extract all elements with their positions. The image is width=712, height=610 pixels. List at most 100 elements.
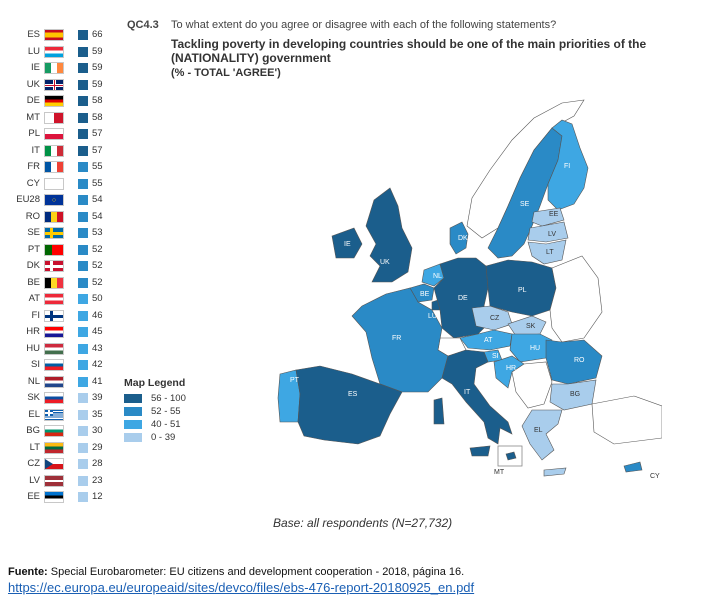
- value-swatch: [78, 178, 88, 189]
- value-label: 53: [92, 227, 103, 238]
- map-label-ro: RO: [574, 357, 585, 364]
- map-label-lu: LU: [428, 313, 437, 320]
- country-flag-icon: [44, 45, 64, 58]
- value-label: 58: [92, 95, 103, 106]
- country-code: BE: [27, 276, 40, 288]
- country-code: EE: [27, 491, 40, 502]
- value-swatch: [78, 343, 88, 354]
- value-label: 39: [92, 392, 103, 403]
- country-code: FI: [31, 309, 40, 321]
- country-flag-icon: ○: [44, 194, 64, 206]
- country-row: DK 52: [0, 258, 110, 274]
- country-flag-icon: [44, 342, 64, 355]
- country-code: CZ: [27, 458, 40, 469]
- map-region-ee: [531, 207, 565, 227]
- legend-label: 40 - 51: [151, 419, 181, 430]
- map-label-hu: HU: [530, 345, 540, 352]
- country-code: EL: [28, 408, 40, 420]
- country-flag-icon: [44, 491, 64, 503]
- map-region-sicily: [469, 445, 491, 457]
- value-swatch: [78, 112, 88, 123]
- country-flag-icon: [44, 78, 64, 91]
- country-flag-icon: [44, 309, 64, 322]
- country-code: CY: [26, 177, 40, 189]
- country-row: SE 53: [0, 225, 110, 241]
- country-code: RO: [25, 210, 40, 222]
- map-label-si: SI: [492, 353, 499, 360]
- value-label: 52: [92, 243, 103, 255]
- country-row: CY 55: [0, 176, 110, 192]
- value-swatch: [78, 393, 88, 403]
- map-region-lt: [527, 239, 567, 265]
- map-label-uk: UK: [380, 259, 390, 266]
- legend-label: 52 - 55: [151, 406, 181, 417]
- country-flag-icon: [44, 392, 64, 404]
- value-swatch: [78, 129, 88, 139]
- country-code: PT: [27, 243, 40, 255]
- source-text: Special Eurobarometer: EU citizens and d…: [47, 566, 465, 578]
- value-label: 50: [92, 293, 103, 304]
- country-row: MT 58: [0, 110, 110, 126]
- country-row: EE 12: [0, 489, 110, 505]
- legend-swatch: [124, 433, 142, 442]
- value-swatch: [78, 46, 88, 57]
- map-label-nl: NL: [433, 273, 442, 280]
- value-label: 54: [92, 210, 103, 222]
- country-code: LU: [27, 45, 40, 57]
- legend-swatch: [124, 394, 142, 403]
- map-label-at: AT: [484, 337, 493, 344]
- country-code: DK: [26, 260, 40, 271]
- country-row: PT 52: [0, 242, 110, 258]
- value-label: 43: [92, 342, 103, 354]
- value-swatch: [78, 475, 88, 486]
- country-code: DE: [26, 95, 40, 106]
- map-label-cy: CY: [650, 473, 660, 480]
- country-row: UK 59: [0, 77, 110, 93]
- value-label: 52: [92, 260, 103, 271]
- country-flag-icon: [44, 62, 64, 74]
- country-row: LT 29: [0, 440, 110, 456]
- map-label-sk: SK: [526, 323, 536, 330]
- country-row: HU 43: [0, 341, 110, 357]
- country-row: LV 23: [0, 473, 110, 489]
- value-label: 41: [92, 375, 103, 387]
- country-flag-icon: [44, 111, 64, 124]
- value-swatch: [78, 195, 88, 205]
- map-region-fi: [547, 119, 589, 211]
- country-code: FR: [27, 161, 40, 172]
- value-label: 30: [92, 425, 103, 436]
- value-swatch: [78, 442, 88, 453]
- map-region-el: [521, 409, 563, 461]
- value-swatch: [78, 327, 88, 337]
- country-code: BG: [26, 425, 40, 436]
- value-swatch: [78, 63, 88, 73]
- country-code: ES: [27, 29, 40, 40]
- map-label-lt: LT: [546, 249, 554, 256]
- map-region-mt: [505, 451, 517, 461]
- value-swatch: [78, 261, 88, 271]
- map-label-cz: CZ: [490, 315, 500, 322]
- map-region-cy: [623, 461, 643, 473]
- country-code: IE: [31, 62, 40, 73]
- map-region-balkans: [511, 361, 553, 409]
- value-label: 58: [92, 111, 103, 123]
- question-id: QC4.3: [127, 19, 159, 31]
- map-region-ro: [545, 339, 603, 385]
- value-swatch: [78, 244, 88, 255]
- country-row: SI 42: [0, 357, 110, 373]
- country-flag-icon: [44, 29, 64, 41]
- country-code: EU28: [16, 194, 40, 205]
- country-flag-icon: [44, 243, 64, 256]
- country-row: DE 58: [0, 93, 110, 109]
- country-row: LU 59: [0, 44, 110, 60]
- value-swatch: [78, 310, 88, 321]
- source-link[interactable]: https://ec.europa.eu/europeaid/sites/dev…: [8, 580, 475, 595]
- value-swatch: [78, 277, 88, 288]
- country-row: FR 55: [0, 159, 110, 175]
- value-swatch: [78, 228, 88, 238]
- source-label: Fuente:: [8, 566, 48, 578]
- country-code: NL: [27, 375, 40, 387]
- country-code: LT: [29, 441, 40, 453]
- map-label-hr: HR: [506, 365, 516, 372]
